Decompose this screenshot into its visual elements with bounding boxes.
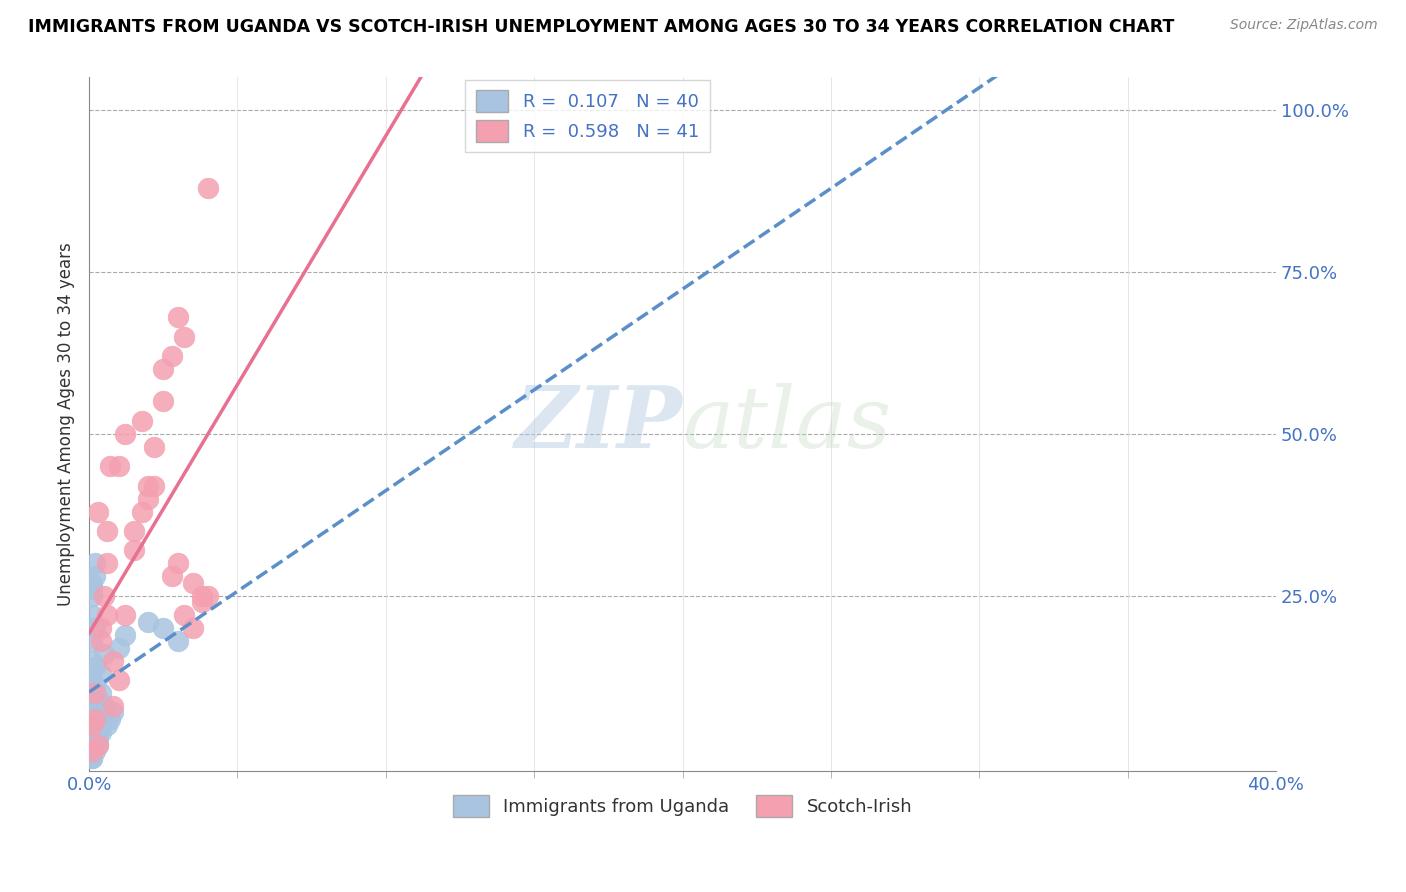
- Point: [84, 738, 107, 752]
- Point: [80, 575, 103, 590]
- Point: [90, 634, 112, 648]
- Point: [107, 673, 129, 687]
- Point: [122, 543, 145, 558]
- Point: [98, 712, 121, 726]
- Point: [101, 654, 124, 668]
- Point: [87, 738, 110, 752]
- Point: [87, 712, 110, 726]
- Point: [80, 589, 103, 603]
- Point: [80, 750, 103, 764]
- Point: [80, 608, 103, 623]
- Point: [80, 634, 103, 648]
- Point: [80, 718, 103, 732]
- Point: [107, 640, 129, 655]
- Point: [173, 608, 195, 623]
- Point: [87, 718, 110, 732]
- Point: [84, 680, 107, 694]
- Point: [80, 744, 103, 758]
- Point: [131, 504, 153, 518]
- Point: [80, 706, 103, 720]
- Y-axis label: Unemployment Among Ages 30 to 34 years: Unemployment Among Ages 30 to 34 years: [58, 243, 75, 606]
- Point: [87, 731, 110, 746]
- Text: ZIP: ZIP: [515, 383, 682, 466]
- Point: [93, 698, 115, 713]
- Point: [84, 557, 107, 571]
- Point: [122, 524, 145, 538]
- Text: IMMIGRANTS FROM UGANDA VS SCOTCH-IRISH UNEMPLOYMENT AMONG AGES 30 TO 34 YEARS CO: IMMIGRANTS FROM UGANDA VS SCOTCH-IRISH U…: [28, 18, 1174, 36]
- Point: [191, 589, 214, 603]
- Point: [152, 362, 174, 376]
- Point: [167, 634, 190, 648]
- Point: [197, 589, 219, 603]
- Point: [98, 459, 121, 474]
- Point: [138, 478, 160, 492]
- Point: [167, 557, 190, 571]
- Legend: Immigrants from Uganda, Scotch-Irish: Immigrants from Uganda, Scotch-Irish: [446, 788, 920, 824]
- Point: [191, 595, 214, 609]
- Point: [80, 673, 103, 687]
- Point: [131, 414, 153, 428]
- Point: [152, 394, 174, 409]
- Point: [93, 647, 115, 661]
- Point: [80, 744, 103, 758]
- Point: [84, 686, 107, 700]
- Point: [87, 692, 110, 706]
- Point: [80, 582, 103, 597]
- Text: atlas: atlas: [682, 383, 891, 466]
- Point: [96, 524, 118, 538]
- Point: [84, 712, 107, 726]
- Point: [84, 744, 107, 758]
- Point: [173, 329, 195, 343]
- Point: [101, 706, 124, 720]
- Point: [167, 310, 190, 325]
- Point: [114, 426, 136, 441]
- Point: [90, 666, 112, 681]
- Point: [84, 621, 107, 635]
- Point: [101, 698, 124, 713]
- Point: [90, 621, 112, 635]
- Point: [84, 698, 107, 713]
- Point: [80, 654, 103, 668]
- Point: [90, 724, 112, 739]
- Point: [152, 621, 174, 635]
- Point: [84, 569, 107, 583]
- Point: [84, 660, 107, 674]
- Point: [90, 686, 112, 700]
- Point: [138, 491, 160, 506]
- Point: [87, 738, 110, 752]
- Point: [96, 718, 118, 732]
- Point: [84, 731, 107, 746]
- Point: [87, 724, 110, 739]
- Point: [160, 349, 183, 363]
- Point: [114, 627, 136, 641]
- Point: [160, 569, 183, 583]
- Point: [96, 608, 118, 623]
- Point: [138, 615, 160, 629]
- Point: [143, 440, 166, 454]
- Point: [93, 589, 115, 603]
- Point: [114, 608, 136, 623]
- Point: [80, 744, 103, 758]
- Point: [143, 478, 166, 492]
- Point: [87, 504, 110, 518]
- Point: [107, 459, 129, 474]
- Text: Source: ZipAtlas.com: Source: ZipAtlas.com: [1230, 18, 1378, 32]
- Point: [80, 750, 103, 764]
- Point: [181, 575, 204, 590]
- Point: [96, 557, 118, 571]
- Point: [197, 180, 219, 194]
- Point: [181, 621, 204, 635]
